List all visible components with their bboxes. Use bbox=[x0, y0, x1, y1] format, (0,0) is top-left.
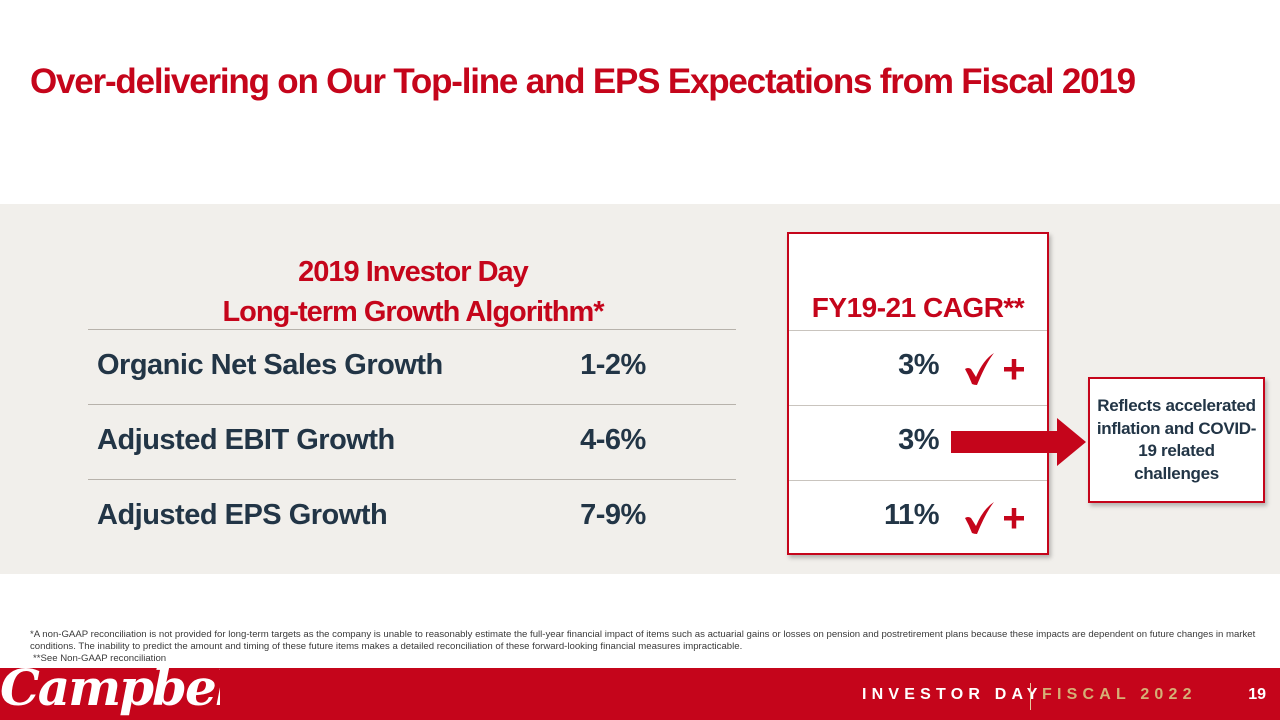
right-arrow-icon bbox=[951, 418, 1086, 466]
algorithm-heading: 2019 Investor Day Long-term Growth Algor… bbox=[88, 252, 738, 332]
cagr-divider bbox=[789, 480, 1047, 481]
cagr-value-organic-net-sales: 3% bbox=[898, 349, 939, 381]
row-range-adjusted-eps: 7-9% bbox=[580, 499, 646, 531]
row-label-adjusted-eps: Adjusted EPS Growth bbox=[97, 499, 388, 531]
cagr-value-adjusted-ebit: 3% bbox=[898, 424, 939, 456]
cagr-value-adjusted-eps: 11% bbox=[884, 499, 939, 531]
algorithm-heading-line2: Long-term Growth Algorithm* bbox=[222, 296, 604, 328]
cagr-divider bbox=[789, 330, 1047, 331]
callout-box: Reflects accelerated inflation and COVID… bbox=[1088, 377, 1265, 503]
footer-separator bbox=[1030, 683, 1031, 710]
checkmark-icon bbox=[965, 353, 1024, 385]
check-plus-mark bbox=[963, 352, 1027, 386]
callout-text: Reflects accelerated inflation and COVID… bbox=[1096, 396, 1257, 483]
row-range-organic-net-sales: 1-2% bbox=[580, 349, 646, 381]
plus-icon-v bbox=[1011, 359, 1017, 380]
page-number: 19 bbox=[1248, 686, 1266, 703]
slide-title: Over-delivering on Our Top-line and EPS … bbox=[30, 62, 1136, 101]
footer-event: INVESTOR DAY bbox=[862, 686, 1043, 703]
row-range-adjusted-ebit: 4-6% bbox=[580, 424, 646, 456]
content-panel bbox=[0, 204, 1280, 574]
footer-fiscal: FISCAL 2022 bbox=[1042, 686, 1197, 703]
checkmark-icon bbox=[965, 502, 1024, 534]
campbells-logo: Campbell's bbox=[0, 658, 220, 717]
footnote-non-gaap: *A non-GAAP reconciliation is not provid… bbox=[30, 629, 1256, 652]
cagr-heading: FY19-21 CAGR** bbox=[811, 292, 1025, 323]
algorithm-heading-line1: 2019 Investor Day bbox=[298, 256, 529, 288]
cagr-divider bbox=[789, 405, 1047, 406]
row-label-adjusted-ebit: Adjusted EBIT Growth bbox=[97, 424, 395, 456]
table-divider bbox=[88, 479, 736, 480]
row-label-organic-net-sales: Organic Net Sales Growth bbox=[97, 349, 443, 381]
check-plus-mark bbox=[963, 501, 1027, 535]
cagr-box: FY19-21 CAGR** 3% 3% 11% bbox=[787, 232, 1049, 555]
table-divider bbox=[88, 329, 736, 330]
footer-bar bbox=[0, 668, 1280, 720]
footnotes: *A non-GAAP reconciliation is not provid… bbox=[30, 629, 1260, 665]
table-divider bbox=[88, 404, 736, 405]
footnote-reconciliation: **See Non-GAAP reconciliation bbox=[33, 653, 167, 664]
